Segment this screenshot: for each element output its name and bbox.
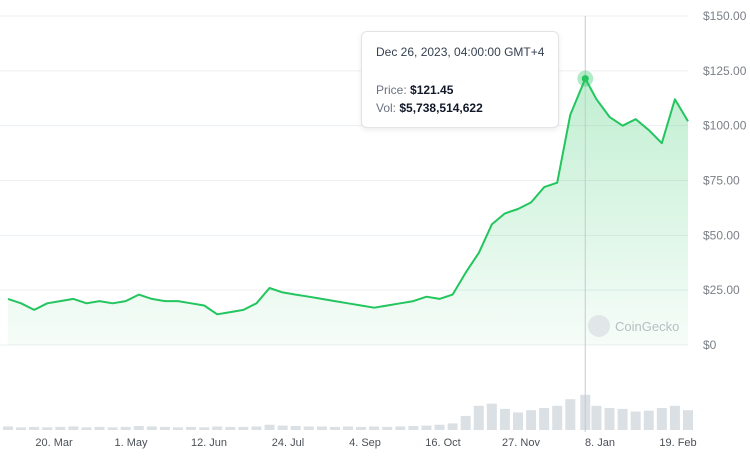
volume-bar — [356, 426, 367, 430]
volume-bar — [329, 426, 340, 430]
x-tick-label: 24. Jul — [272, 437, 304, 449]
x-tick-label: 1. May — [114, 437, 148, 449]
volume-bar — [565, 399, 576, 430]
tooltip-volume-label: Vol: — [376, 101, 397, 115]
volume-bar — [173, 427, 183, 430]
volume-bar — [552, 405, 563, 430]
volume-bar — [683, 410, 693, 430]
volume-bar — [94, 426, 105, 430]
volume-layer — [3, 394, 693, 430]
volume-bar — [107, 427, 118, 430]
volume-bar — [212, 426, 223, 430]
y-tick-label: $100.00 — [703, 119, 747, 133]
volume-bar — [3, 426, 13, 430]
volume-bar — [473, 405, 484, 430]
volume-bar — [42, 427, 53, 430]
volume-bar — [369, 426, 380, 430]
x-tick-label: 19. Feb — [659, 437, 696, 449]
x-tick-label: 27. Nov — [502, 437, 540, 449]
x-tick-label: 16. Oct — [425, 437, 460, 449]
tooltip-volume-value: $5,738,514,622 — [399, 101, 483, 115]
coingecko-watermark: CoinGecko — [588, 314, 679, 338]
tooltip-date: Dec 26, 2023, 04:00:00 GMT+4 — [376, 45, 545, 59]
volume-bar — [29, 426, 40, 430]
tooltip-volume-row: Vol: $5,738,514,622 — [376, 99, 544, 117]
volume-bar — [421, 425, 432, 430]
volume-bar — [186, 426, 197, 430]
y-tick-label: $50.00 — [703, 228, 740, 242]
volume-bar — [604, 408, 615, 430]
y-tick-label: $75.00 — [703, 174, 740, 188]
y-axis: $150.00 $125.00 $100.00 $75.00 $50.00 $25.00 $… — [703, 9, 747, 352]
volume-bar — [290, 426, 301, 430]
volume-bar — [316, 426, 327, 430]
volume-bar — [238, 426, 249, 430]
y-tick-label: $150.00 — [703, 9, 747, 23]
y-tick-label: $125.00 — [703, 64, 747, 78]
x-axis: 20. Mar 1. May 12. Jun 24. Jul 4. Sep 16. Oct… — [35, 437, 696, 449]
volume-bar — [395, 426, 406, 430]
x-tick-label: 12. Jun — [191, 437, 227, 449]
volume-bar — [277, 425, 288, 430]
volume-bar — [434, 424, 445, 430]
volume-bar — [591, 405, 602, 430]
volume-bar — [133, 426, 144, 430]
volume-bar — [146, 426, 157, 430]
x-tick-label: 8. Jan — [585, 437, 615, 449]
volume-bar — [617, 408, 628, 430]
volume-bar — [630, 411, 641, 430]
tooltip-price-row: Price: $121.45 — [376, 81, 544, 99]
coingecko-logo-icon — [588, 315, 610, 337]
volume-bar — [159, 426, 170, 430]
volume-bar — [120, 426, 131, 430]
volume-bar — [382, 426, 393, 430]
volume-bar — [81, 427, 92, 430]
watermark-text: CoinGecko — [615, 318, 680, 334]
volume-bar — [251, 426, 262, 430]
x-tick-label: 4. Sep — [349, 437, 381, 449]
volume-bar — [656, 408, 667, 430]
y-tick-label: $0 — [703, 338, 717, 352]
tooltip-price-label: Price: — [376, 83, 407, 97]
volume-bar — [199, 427, 210, 430]
volume-bar — [526, 410, 537, 430]
volume-bar — [460, 415, 471, 430]
tooltip-price-value: $121.45 — [410, 83, 454, 97]
volume-bar — [539, 408, 550, 430]
volume-bar — [669, 405, 680, 430]
volume-bar — [499, 408, 510, 430]
hover-point-core — [581, 75, 589, 83]
x-tick-label: 20. Mar — [35, 437, 73, 449]
volume-bar — [264, 424, 275, 430]
price-line — [7, 77, 689, 316]
volume-bar — [225, 426, 236, 430]
volume-bar — [343, 426, 353, 430]
volume-bar — [447, 423, 458, 430]
volume-bar — [303, 426, 314, 430]
volume-bar — [55, 426, 66, 430]
volume-bar — [643, 410, 654, 430]
volume-bar — [513, 412, 523, 430]
price-tooltip: Dec 26, 2023, 04:00:00 GMT+4 Price: $121… — [361, 31, 559, 128]
volume-bar — [68, 426, 79, 430]
volume-bar — [486, 403, 497, 430]
volume-bar — [16, 427, 27, 430]
y-tick-label: $25.00 — [703, 283, 740, 297]
volume-bar — [408, 426, 419, 430]
price-area — [8, 78, 688, 345]
